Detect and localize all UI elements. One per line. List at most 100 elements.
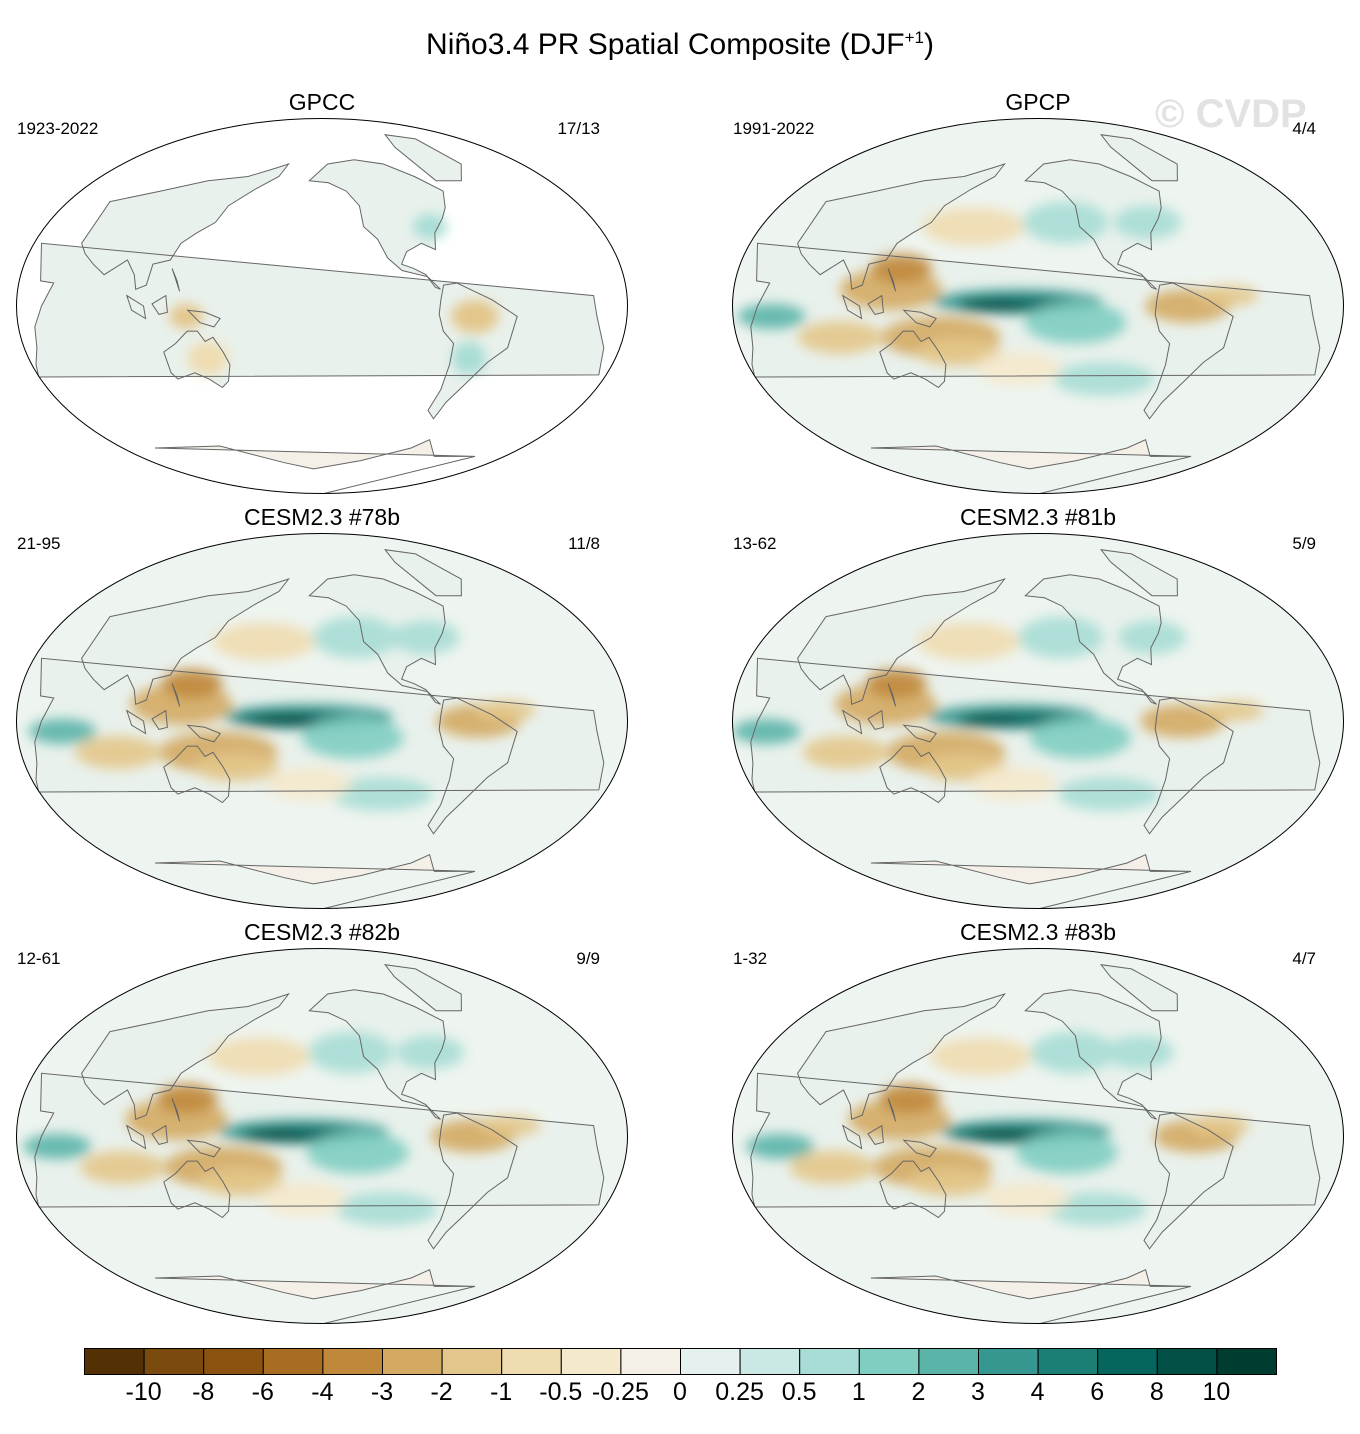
land-mass [155,1269,475,1324]
coastline [308,574,446,705]
anomaly-region [930,1037,1032,1076]
coastline [887,268,897,292]
coastline [841,294,863,320]
coastline [879,745,947,804]
map-border [732,533,1344,909]
coastline [163,330,231,389]
coastline [750,657,1321,793]
coastline [383,134,462,182]
anomaly-region [732,718,801,744]
map-border [16,118,628,494]
coastline [1143,697,1234,835]
coastline [427,282,518,420]
anomaly-region [797,320,883,354]
colorbar-tick-label: 6 [1090,1378,1105,1406]
coastline [154,1269,476,1324]
land-mass [126,295,146,319]
land-mass [126,1125,146,1149]
colorbar-tick-label: 4 [1030,1378,1045,1406]
anomaly-region [335,1192,438,1226]
map-border [16,533,628,909]
coastline [1099,549,1178,597]
panel-counts: 11/8 [568,534,600,553]
coastline [34,657,605,793]
anomaly-region [1202,700,1264,721]
anomaly-region [916,337,1002,367]
anomaly-region [1106,1035,1174,1070]
anomaly-region [879,1083,941,1113]
anomaly-region [956,716,1018,726]
anomaly-region [306,1131,409,1174]
coastline [186,724,221,743]
colorbar-tick-label: 3 [971,1378,985,1406]
anomaly-region [156,1083,218,1113]
anomaly-region [301,716,404,759]
anomaly-region [313,616,398,659]
panel-counts: 5/9 [1292,534,1316,553]
land-mass [155,439,475,494]
coastline [186,1139,221,1158]
panel-counts: 4/7 [1292,949,1316,968]
anomaly-region [1113,205,1182,240]
coastline [125,1124,147,1150]
colorbar-tick-label: 2 [911,1378,926,1406]
coastline [887,1098,897,1122]
anomaly-region [789,1150,875,1184]
panel-years: 1923-2022 [17,119,99,138]
colorbar-tick-label: 1 [851,1378,866,1406]
anomaly-region [212,622,315,661]
coastline [1143,1112,1234,1250]
anomaly-region [252,716,314,726]
colorbar-swatch [84,1348,145,1375]
colorbar-swatch [262,1348,324,1375]
land-mass [152,295,168,315]
anomaly-region [1057,777,1160,811]
colorbar-swatch [739,1348,801,1375]
colorbar-tick-label: -0.5 [539,1378,583,1406]
coastline [151,1124,168,1145]
anomaly-region [961,301,1023,311]
colorbar-tick-label: -3 [370,1378,394,1406]
panel-years: 13-62 [733,534,777,553]
anomaly-region [451,299,499,334]
anomaly-region [917,622,1020,661]
colorbar-swatch [501,1348,562,1375]
land-mass [871,854,1191,909]
coastline [1099,134,1178,182]
land-mass [1101,134,1178,181]
composite-map [732,118,1344,494]
colorbar-swatch [680,1348,741,1375]
anomaly-region [396,1035,465,1070]
anomaly-region [247,1131,309,1141]
coastline [870,1269,1192,1324]
coastline [81,993,290,1121]
coastline [1024,989,1162,1120]
composite-map [16,118,628,494]
anomaly-region [479,1115,541,1136]
anomaly-region [187,341,229,375]
colorbar-swatch [858,1348,920,1375]
coastline [1143,282,1234,420]
anomaly-region [1024,301,1127,344]
coastline [870,854,1192,909]
coastline [383,964,462,1012]
map-border [732,948,1344,1324]
coastline [841,709,863,735]
colorbar-swatch [560,1348,622,1375]
colorbar-swatch [799,1348,860,1375]
colorbar-tick-label: 0.5 [781,1378,817,1406]
anomaly-region [198,1167,284,1197]
colorbar [84,1348,1278,1375]
coastline [171,683,181,707]
panel-years: 1991-2022 [733,119,815,138]
anomaly-region [80,1150,165,1184]
anomaly-region [870,253,932,283]
colorbar-tick-label: -1 [490,1378,513,1406]
anomaly-region [391,620,460,655]
colorbar-swatch [203,1348,264,1375]
land-mass [126,710,146,734]
coastline [151,294,168,315]
coastline [171,268,181,292]
composite-map [732,533,1344,909]
colorbar-tick-label: 0 [673,1378,687,1406]
